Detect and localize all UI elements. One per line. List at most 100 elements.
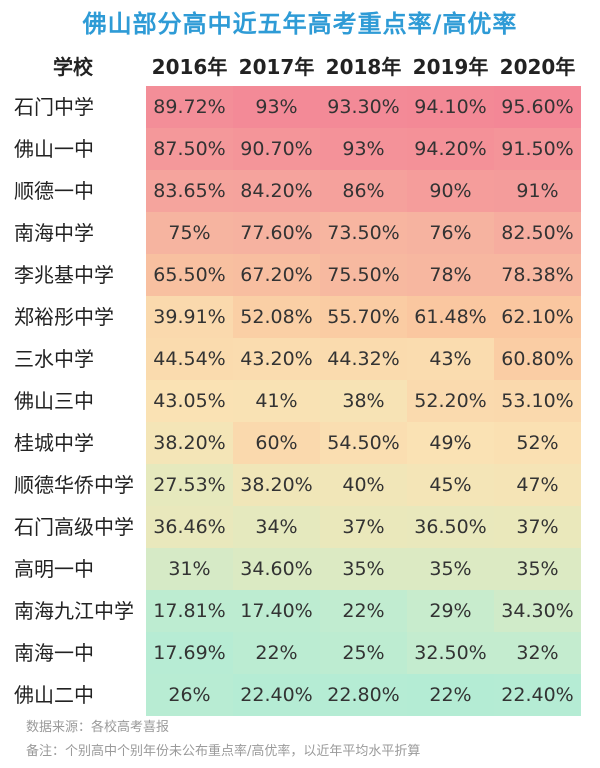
heatmap-cell: 26% bbox=[146, 674, 233, 716]
heatmap-cell: 34.30% bbox=[494, 590, 581, 632]
heatmap-cell: 86% bbox=[320, 170, 407, 212]
heatmap-cell: 60% bbox=[233, 422, 320, 464]
school-name: 顺德华侨中学 bbox=[14, 473, 134, 497]
table-row: 郑裕彤中学 39.91% 52.08% 55.70% 61.48% 62.10% bbox=[0, 296, 600, 338]
heatmap-cell: 95.60% bbox=[494, 86, 581, 128]
school-name: 佛山二中 bbox=[14, 683, 94, 707]
header-year: 2019年 bbox=[412, 55, 489, 79]
school-name: 石门中学 bbox=[14, 95, 94, 119]
heatmap-cell: 22.40% bbox=[494, 674, 581, 716]
heatmap-cell: 75.50% bbox=[320, 254, 407, 296]
header-year: 2016年 bbox=[151, 55, 228, 79]
table-row: 顺德华侨中学 27.53% 38.20% 40% 45% 47% bbox=[0, 464, 600, 506]
heatmap-cell: 17.69% bbox=[146, 632, 233, 674]
table-row: 南海一中 17.69% 22% 25% 32.50% 32% bbox=[0, 632, 600, 674]
heatmap-cell: 40% bbox=[320, 464, 407, 506]
heatmap-cell: 62.10% bbox=[494, 296, 581, 338]
heatmap-cell: 78.38% bbox=[494, 254, 581, 296]
table-header: 学校 2016年 2017年 2018年 2019年 2020年 bbox=[0, 48, 600, 86]
heatmap-cell: 32.50% bbox=[407, 632, 494, 674]
heatmap-cell: 52.20% bbox=[407, 380, 494, 422]
heatmap-cell: 43.05% bbox=[146, 380, 233, 422]
heatmap-cell: 22.40% bbox=[233, 674, 320, 716]
heatmap-cell: 39.91% bbox=[146, 296, 233, 338]
school-name: 佛山一中 bbox=[14, 137, 94, 161]
heatmap-cell: 34% bbox=[233, 506, 320, 548]
heatmap-cell: 91.50% bbox=[494, 128, 581, 170]
heatmap-cell: 41% bbox=[233, 380, 320, 422]
heatmap-cell: 17.81% bbox=[146, 590, 233, 632]
table-row: 顺德一中 83.65% 84.20% 86% 90% 91% bbox=[0, 170, 600, 212]
school-name: 石门高级中学 bbox=[14, 515, 134, 539]
page-title: 佛山部分高中近五年高考重点率/高优率 bbox=[82, 10, 518, 38]
school-name: 桂城中学 bbox=[14, 431, 94, 455]
heatmap-cell: 84.20% bbox=[233, 170, 320, 212]
table-row: 佛山一中 87.50% 90.70% 93% 94.20% 91.50% bbox=[0, 128, 600, 170]
table-row: 桂城中学 38.20% 60% 54.50% 49% 52% bbox=[0, 422, 600, 464]
heatmap-cell: 82.50% bbox=[494, 212, 581, 254]
table-row: 李兆基中学 65.50% 67.20% 75.50% 78% 78.38% bbox=[0, 254, 600, 296]
heatmap-cell: 22% bbox=[233, 632, 320, 674]
heatmap-cell: 77.60% bbox=[233, 212, 320, 254]
heatmap-cell: 65.50% bbox=[146, 254, 233, 296]
school-name: 南海一中 bbox=[14, 641, 94, 665]
heatmap-cell: 90.70% bbox=[233, 128, 320, 170]
heatmap-cell: 35% bbox=[320, 548, 407, 590]
heatmap-cell: 17.40% bbox=[233, 590, 320, 632]
heatmap-cell: 22% bbox=[320, 590, 407, 632]
heatmap-cell: 93.30% bbox=[320, 86, 407, 128]
heatmap-cell: 43% bbox=[407, 338, 494, 380]
heatmap-cell: 55.70% bbox=[320, 296, 407, 338]
table-row: 石门高级中学 36.46% 34% 37% 36.50% 37% bbox=[0, 506, 600, 548]
heatmap-cell: 90% bbox=[407, 170, 494, 212]
header-school: 学校 bbox=[53, 55, 93, 79]
heatmap-cell: 45% bbox=[407, 464, 494, 506]
table-row: 佛山二中 26% 22.40% 22.80% 22% 22.40% bbox=[0, 674, 600, 716]
school-name: 三水中学 bbox=[14, 347, 94, 371]
heatmap-cell: 36.46% bbox=[146, 506, 233, 548]
heatmap-cell: 93% bbox=[320, 128, 407, 170]
heatmap-cell: 54.50% bbox=[320, 422, 407, 464]
heatmap-cell: 29% bbox=[407, 590, 494, 632]
heatmap-cell: 91% bbox=[494, 170, 581, 212]
heatmap-cell: 31% bbox=[146, 548, 233, 590]
heatmap-cell: 78% bbox=[407, 254, 494, 296]
heatmap-cell: 67.20% bbox=[233, 254, 320, 296]
heatmap-cell: 52.08% bbox=[233, 296, 320, 338]
table-row: 南海中学 75% 77.60% 73.50% 76% 82.50% bbox=[0, 212, 600, 254]
heatmap-cell: 27.53% bbox=[146, 464, 233, 506]
heatmap-cell: 73.50% bbox=[320, 212, 407, 254]
heatmap-cell: 43.20% bbox=[233, 338, 320, 380]
table-row: 三水中学 44.54% 43.20% 44.32% 43% 60.80% bbox=[0, 338, 600, 380]
heatmap-cell: 60.80% bbox=[494, 338, 581, 380]
heatmap-cell: 93% bbox=[233, 86, 320, 128]
heatmap-cell: 34.60% bbox=[233, 548, 320, 590]
school-name: 佛山三中 bbox=[14, 389, 94, 413]
school-name: 南海中学 bbox=[14, 221, 94, 245]
heatmap-cell: 94.10% bbox=[407, 86, 494, 128]
school-name: 郑裕彤中学 bbox=[14, 305, 114, 329]
header-year: 2018年 bbox=[325, 55, 402, 79]
heatmap-cell: 36.50% bbox=[407, 506, 494, 548]
heatmap-cell: 89.72% bbox=[146, 86, 233, 128]
header-year: 2017年 bbox=[238, 55, 315, 79]
heatmap-cell: 61.48% bbox=[407, 296, 494, 338]
heatmap-cell: 44.32% bbox=[320, 338, 407, 380]
table-row: 佛山三中 43.05% 41% 38% 52.20% 53.10% bbox=[0, 380, 600, 422]
header-year: 2020年 bbox=[499, 55, 576, 79]
heatmap-cell: 87.50% bbox=[146, 128, 233, 170]
school-name: 高明一中 bbox=[14, 557, 94, 581]
heatmap-cell: 38.20% bbox=[233, 464, 320, 506]
heatmap-cell: 83.65% bbox=[146, 170, 233, 212]
watermark: 知乎 @2018理想哥 bbox=[439, 735, 572, 753]
heatmap-cell: 38.20% bbox=[146, 422, 233, 464]
heatmap-cell: 44.54% bbox=[146, 338, 233, 380]
heatmap-cell: 49% bbox=[407, 422, 494, 464]
heatmap-cell: 38% bbox=[320, 380, 407, 422]
data-source-note: 数据来源：各校高考喜报 bbox=[26, 720, 170, 735]
school-name: 南海九江中学 bbox=[14, 599, 134, 623]
heatmap-cell: 52% bbox=[494, 422, 581, 464]
heatmap-cell: 37% bbox=[494, 506, 581, 548]
heatmap-cell: 25% bbox=[320, 632, 407, 674]
heatmap-cell: 32% bbox=[494, 632, 581, 674]
